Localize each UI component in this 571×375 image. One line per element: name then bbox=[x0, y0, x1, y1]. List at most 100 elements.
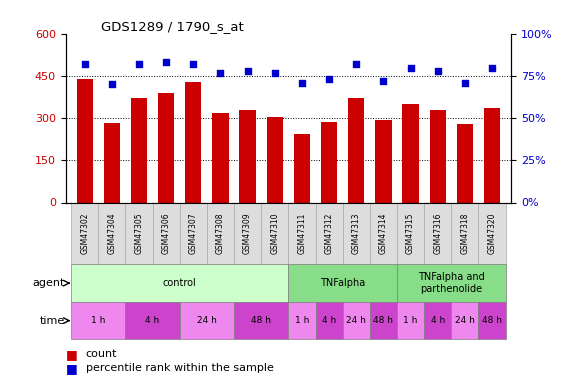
Bar bbox=[234, 302, 288, 339]
Bar bbox=[375, 120, 392, 202]
Bar bbox=[207, 202, 234, 264]
Bar bbox=[98, 202, 126, 264]
Text: 1 h: 1 h bbox=[295, 316, 309, 325]
Bar bbox=[429, 110, 446, 202]
Text: ■: ■ bbox=[66, 348, 78, 361]
Bar bbox=[239, 110, 256, 202]
Bar bbox=[343, 202, 370, 264]
Text: GSM47308: GSM47308 bbox=[216, 213, 225, 254]
Text: GSM47302: GSM47302 bbox=[80, 213, 89, 254]
Text: GSM47316: GSM47316 bbox=[433, 213, 442, 254]
Bar bbox=[185, 82, 202, 203]
Point bbox=[488, 64, 497, 70]
Bar bbox=[370, 302, 397, 339]
Text: GSM47309: GSM47309 bbox=[243, 213, 252, 254]
Text: 4 h: 4 h bbox=[431, 316, 445, 325]
Point bbox=[216, 70, 225, 76]
Bar bbox=[316, 302, 343, 339]
Bar bbox=[424, 202, 451, 264]
Bar bbox=[180, 202, 207, 264]
Text: GSM47315: GSM47315 bbox=[406, 213, 415, 254]
Text: percentile rank within the sample: percentile rank within the sample bbox=[86, 363, 274, 373]
Bar bbox=[321, 122, 337, 202]
Bar bbox=[77, 79, 93, 203]
Text: 48 h: 48 h bbox=[373, 316, 393, 325]
Bar bbox=[484, 108, 500, 202]
Bar bbox=[234, 202, 261, 264]
Bar bbox=[261, 202, 288, 264]
Bar bbox=[316, 202, 343, 264]
Bar bbox=[288, 302, 316, 339]
Bar bbox=[478, 202, 505, 264]
Point bbox=[270, 70, 279, 76]
Bar bbox=[267, 117, 283, 202]
Text: control: control bbox=[163, 278, 196, 288]
Text: 4 h: 4 h bbox=[146, 316, 160, 325]
Bar bbox=[126, 202, 152, 264]
Text: 4 h: 4 h bbox=[322, 316, 336, 325]
Text: count: count bbox=[86, 350, 117, 359]
Text: 24 h: 24 h bbox=[197, 316, 217, 325]
Bar bbox=[370, 202, 397, 264]
Bar bbox=[180, 302, 234, 339]
Bar bbox=[212, 112, 228, 202]
Bar bbox=[397, 202, 424, 264]
Text: GSM47310: GSM47310 bbox=[270, 213, 279, 254]
Bar bbox=[397, 264, 505, 302]
Bar bbox=[451, 302, 478, 339]
Bar bbox=[104, 123, 120, 202]
Text: ■: ■ bbox=[66, 362, 78, 375]
Text: 1 h: 1 h bbox=[403, 316, 418, 325]
Text: 24 h: 24 h bbox=[455, 316, 475, 325]
Bar bbox=[71, 264, 288, 302]
Bar bbox=[131, 99, 147, 202]
Text: time: time bbox=[40, 316, 65, 326]
Text: 24 h: 24 h bbox=[346, 316, 366, 325]
Bar bbox=[478, 302, 505, 339]
Point bbox=[107, 81, 116, 87]
Text: GSM47304: GSM47304 bbox=[107, 213, 116, 254]
Bar bbox=[343, 302, 370, 339]
Point bbox=[352, 61, 361, 67]
Point bbox=[80, 61, 89, 67]
Point bbox=[189, 61, 198, 67]
Point bbox=[134, 61, 143, 67]
Point bbox=[162, 59, 171, 65]
Text: GDS1289 / 1790_s_at: GDS1289 / 1790_s_at bbox=[101, 20, 244, 33]
Text: agent: agent bbox=[33, 278, 65, 288]
Point bbox=[460, 80, 469, 86]
Point bbox=[297, 80, 307, 86]
Bar bbox=[71, 302, 126, 339]
Bar bbox=[71, 202, 98, 264]
Bar bbox=[457, 124, 473, 202]
Text: GSM47312: GSM47312 bbox=[324, 213, 333, 254]
Text: GSM47313: GSM47313 bbox=[352, 213, 361, 254]
Bar bbox=[403, 104, 419, 202]
Point bbox=[379, 78, 388, 84]
Bar bbox=[294, 134, 310, 202]
Bar bbox=[348, 99, 364, 202]
Point bbox=[406, 64, 415, 70]
Point bbox=[324, 76, 333, 82]
Bar bbox=[451, 202, 478, 264]
Text: GSM47305: GSM47305 bbox=[135, 213, 143, 254]
Text: GSM47306: GSM47306 bbox=[162, 213, 171, 254]
Bar bbox=[288, 202, 316, 264]
Point bbox=[433, 68, 443, 74]
Text: GSM47314: GSM47314 bbox=[379, 213, 388, 254]
Text: TNFalpha and
parthenolide: TNFalpha and parthenolide bbox=[418, 272, 485, 294]
Bar bbox=[424, 302, 451, 339]
Bar bbox=[397, 302, 424, 339]
Text: GSM47320: GSM47320 bbox=[488, 213, 497, 254]
Bar bbox=[158, 93, 174, 202]
Text: TNFalpha: TNFalpha bbox=[320, 278, 365, 288]
Text: GSM47307: GSM47307 bbox=[189, 213, 198, 254]
Bar bbox=[288, 264, 397, 302]
Text: 1 h: 1 h bbox=[91, 316, 106, 325]
Bar bbox=[152, 202, 180, 264]
Point bbox=[243, 68, 252, 74]
Text: 48 h: 48 h bbox=[251, 316, 271, 325]
Text: 48 h: 48 h bbox=[482, 316, 502, 325]
Text: GSM47318: GSM47318 bbox=[460, 213, 469, 254]
Text: GSM47311: GSM47311 bbox=[297, 213, 307, 254]
